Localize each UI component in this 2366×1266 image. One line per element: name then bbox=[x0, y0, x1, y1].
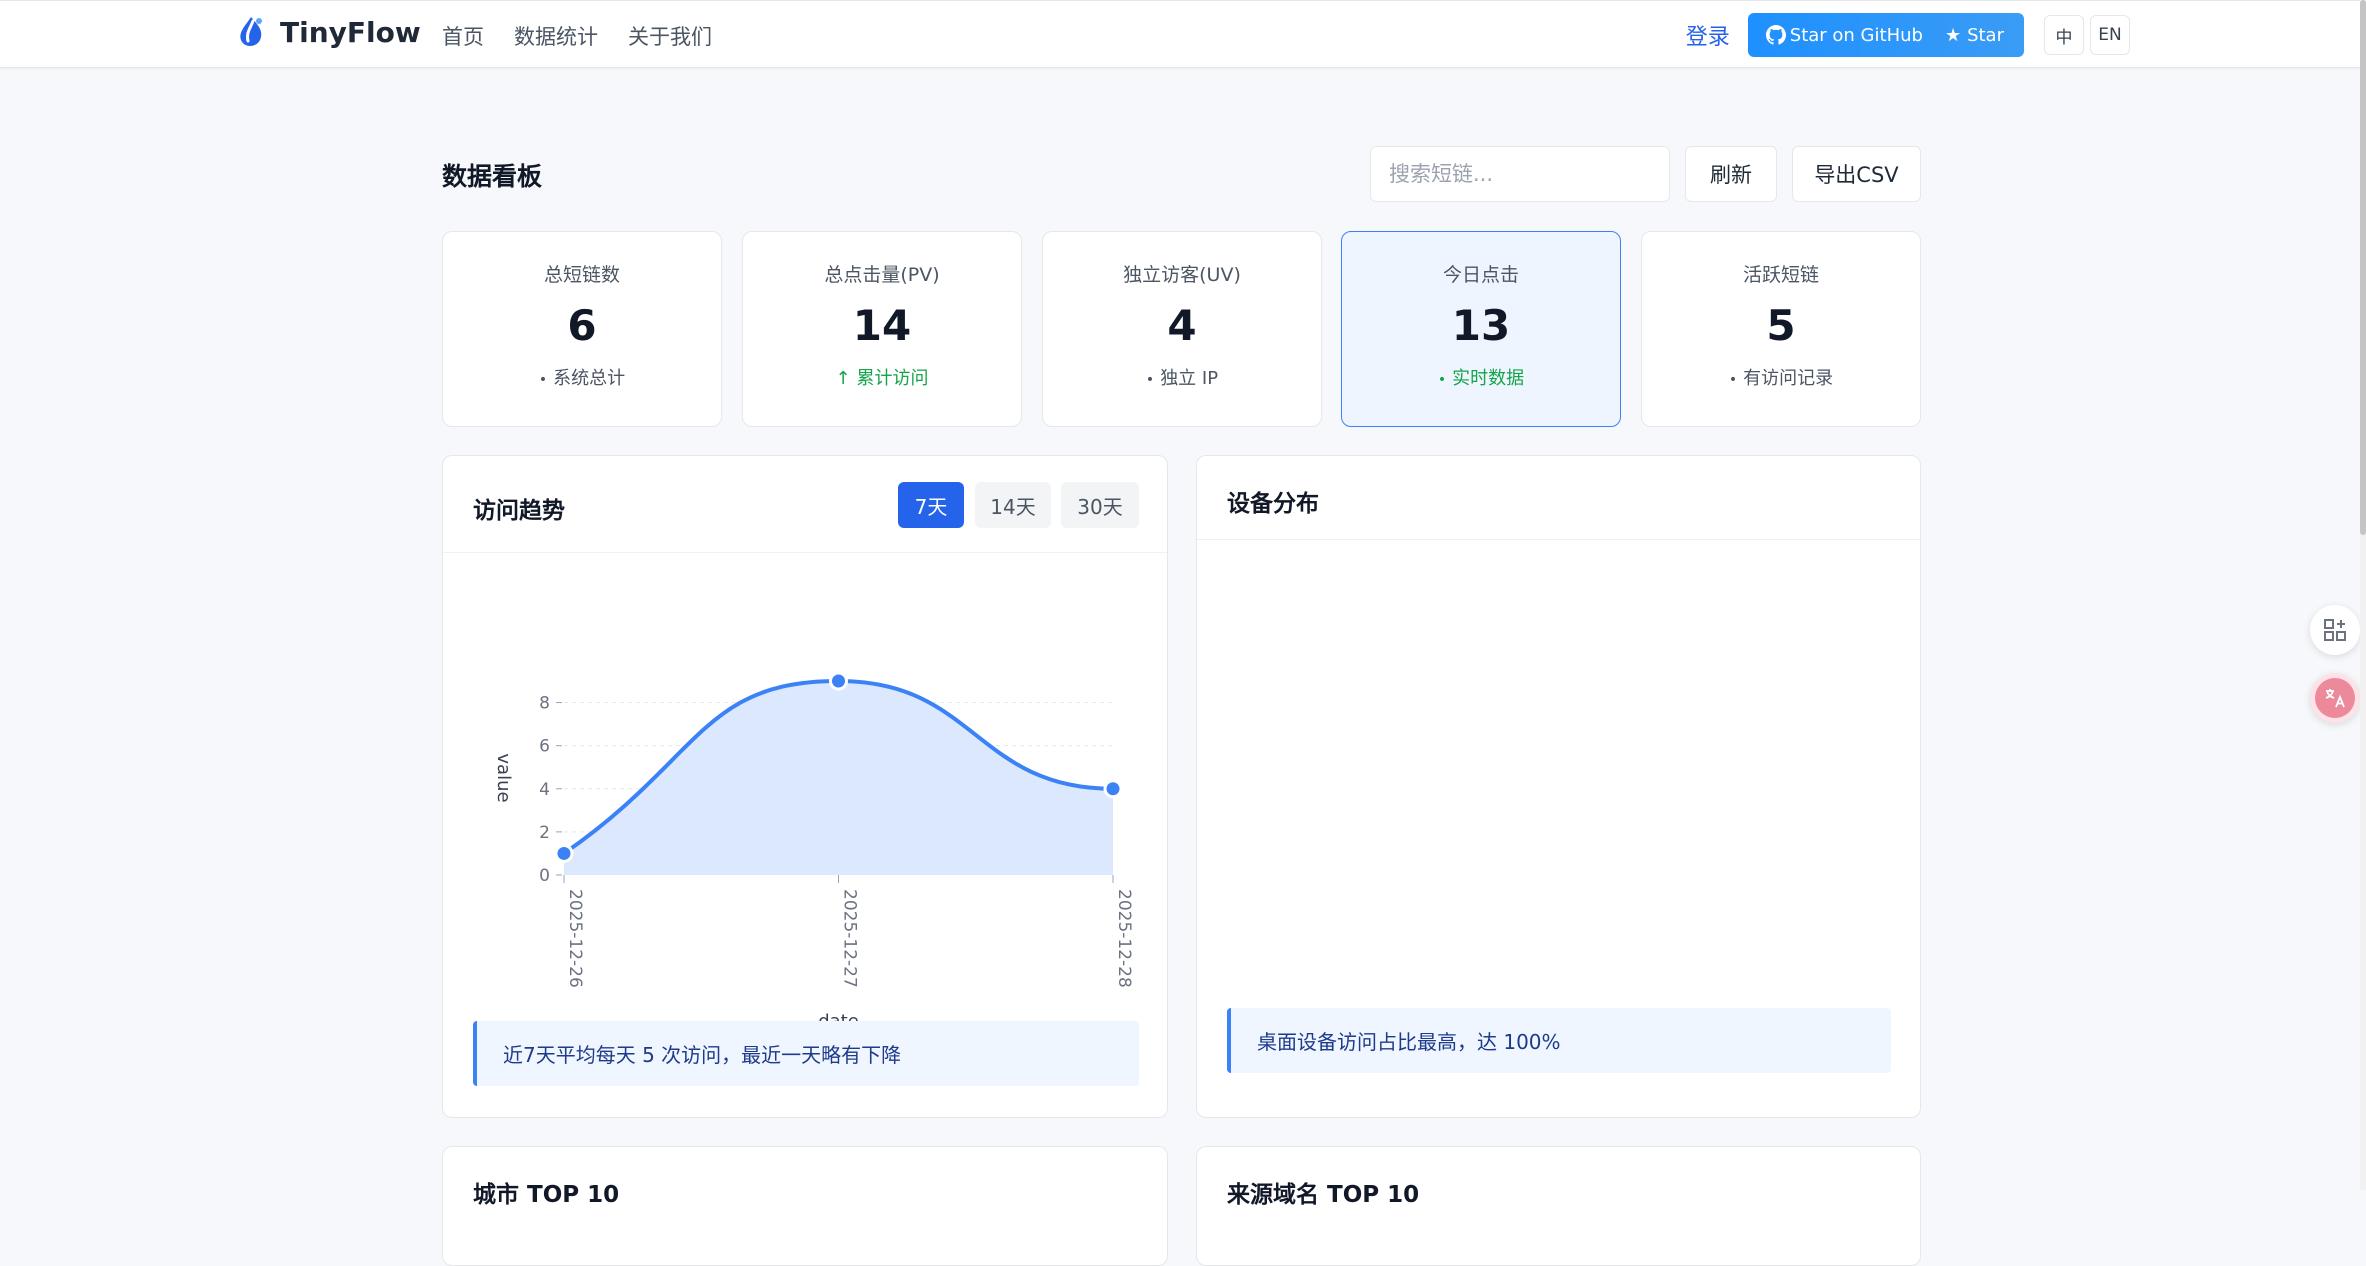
refresh-button[interactable]: 刷新 bbox=[1685, 146, 1777, 202]
y-tick-label: 6 bbox=[539, 737, 550, 757]
star-label: Star bbox=[1967, 24, 2004, 46]
top-navbar: TinyFlow 首页 数据统计 关于我们 登录 Star on GitHub … bbox=[0, 0, 2366, 68]
stat-card-pv: 总点击量(PV) 14 ↑ 累计访问 bbox=[742, 231, 1022, 427]
top-actions: 登录 Star on GitHub ★ Star 中 EN bbox=[1686, 13, 2130, 57]
device-panel: 设备分布 桌面设备访问占比最高，达 100% bbox=[1196, 455, 1921, 1118]
x-tick-label: 2025-12-28 bbox=[1114, 889, 1134, 988]
stat-value: 4 bbox=[1167, 301, 1197, 350]
x-tick-label: 2025-12-26 bbox=[565, 889, 585, 988]
range-30d-button[interactable]: 30天 bbox=[1061, 482, 1139, 528]
range-7d-button[interactable]: 7天 bbox=[898, 482, 964, 528]
city-title: 城市 TOP 10 bbox=[473, 1182, 620, 1208]
language-switcher: 中 EN bbox=[2044, 15, 2130, 55]
stat-card-total-links: 总短链数 6 • 系统总计 bbox=[442, 231, 722, 427]
scrollbar-thumb[interactable] bbox=[2360, 0, 2366, 535]
grid-add-button[interactable] bbox=[2310, 605, 2360, 655]
y-tick-label: 0 bbox=[539, 866, 550, 886]
device-panel-header: 设备分布 bbox=[1197, 456, 1920, 540]
star-icon: ★ bbox=[1944, 24, 1962, 46]
stat-sub: 累计访问 bbox=[856, 368, 929, 389]
bullet-icon: • bbox=[1728, 372, 1738, 388]
stat-label: 总点击量(PV) bbox=[824, 264, 940, 286]
referer-title: 来源域名 TOP 10 bbox=[1227, 1182, 1420, 1208]
main-nav: 首页 数据统计 关于我们 bbox=[442, 21, 712, 51]
stat-sub: 独立 IP bbox=[1160, 368, 1219, 389]
data-point bbox=[554, 843, 574, 863]
y-axis-label: value bbox=[493, 753, 514, 802]
bullet-icon: • bbox=[1145, 372, 1155, 388]
device-insight: 桌面设备访问占比最高，达 100% bbox=[1227, 1008, 1891, 1073]
github-label: Star on GitHub bbox=[1789, 24, 1923, 46]
range-14d-button[interactable]: 14天 bbox=[975, 482, 1051, 528]
y-tick-label: 2 bbox=[539, 823, 550, 843]
brand[interactable]: TinyFlow bbox=[236, 15, 421, 49]
stat-card-uv: 独立访客(UV) 4 • 独立 IP bbox=[1042, 231, 1322, 427]
trend-area bbox=[564, 681, 1113, 875]
github-star-button[interactable]: Star on GitHub ★ Star bbox=[1747, 13, 2024, 57]
logo-icon bbox=[240, 17, 262, 46]
scrollbar-track[interactable] bbox=[2360, 0, 2366, 1190]
arrow-up-icon: ↑ bbox=[835, 368, 851, 389]
stat-value: 6 bbox=[567, 301, 597, 350]
translate-button[interactable] bbox=[2310, 673, 2360, 723]
device-chart-area bbox=[1197, 540, 1922, 1000]
device-title: 设备分布 bbox=[1227, 491, 1319, 517]
search-input[interactable] bbox=[1370, 146, 1670, 202]
stat-value: 13 bbox=[1451, 301, 1511, 350]
translate-icon bbox=[2315, 678, 2355, 718]
trend-panel-header: 访问趋势 7天 14天 30天 bbox=[443, 456, 1167, 553]
lang-en-button[interactable]: EN bbox=[2090, 15, 2130, 55]
stat-card-active-links: 活跃短链 5 • 有访问记录 bbox=[1641, 231, 1921, 427]
x-tick-label: 2025-12-27 bbox=[840, 889, 860, 988]
trend-chart: 0 2 4 6 8 2025-12-26 2025-12-27 2025-12-28 value… bbox=[493, 671, 1134, 1032]
stat-card-today: 今日点击 13 • 实时数据 bbox=[1341, 231, 1621, 427]
grid-add-icon bbox=[2324, 619, 2346, 641]
nav-item-about[interactable]: 关于我们 bbox=[628, 25, 712, 49]
stat-sub: 实时数据 bbox=[1452, 368, 1525, 389]
referer-panel: 来源域名 TOP 10 bbox=[1196, 1146, 1921, 1266]
stat-label: 今日点击 bbox=[1442, 264, 1519, 286]
page-title: 数据看板 bbox=[442, 162, 543, 191]
bullet-icon: • bbox=[538, 372, 548, 388]
nav-item-stats[interactable]: 数据统计 bbox=[514, 25, 598, 49]
trend-insight: 近7天平均每天 5 次访问，最近一天略有下降 bbox=[473, 1021, 1139, 1086]
city-panel: 城市 TOP 10 bbox=[442, 1146, 1168, 1266]
stat-sub: 有访问记录 bbox=[1743, 368, 1834, 389]
stat-value: 14 bbox=[852, 301, 912, 350]
stat-value: 5 bbox=[1766, 301, 1796, 350]
brand-name: TinyFlow bbox=[280, 15, 421, 49]
stat-sub: 系统总计 bbox=[553, 368, 626, 389]
stat-label: 总短链数 bbox=[543, 264, 620, 286]
trend-panel: 访问趋势 7天 14天 30天 0 2 4 6 8 2025-12-26 2025-12-2… bbox=[442, 455, 1168, 1118]
nav-item-home[interactable]: 首页 bbox=[442, 25, 484, 49]
export-csv-button[interactable]: 导出CSV bbox=[1792, 146, 1921, 202]
login-link[interactable]: 登录 bbox=[1685, 25, 1730, 50]
y-tick-label: 4 bbox=[539, 780, 550, 800]
stat-label: 活跃短链 bbox=[1742, 264, 1819, 286]
data-point bbox=[1103, 779, 1123, 799]
y-tick-label: 8 bbox=[539, 694, 550, 714]
bullet-icon: • bbox=[1437, 372, 1447, 388]
data-point bbox=[829, 671, 848, 691]
trend-title: 访问趋势 bbox=[473, 498, 565, 524]
github-icon bbox=[1765, 25, 1786, 45]
lang-zh-button[interactable]: 中 bbox=[2044, 15, 2084, 55]
stat-label: 独立访客(UV) bbox=[1123, 264, 1241, 286]
